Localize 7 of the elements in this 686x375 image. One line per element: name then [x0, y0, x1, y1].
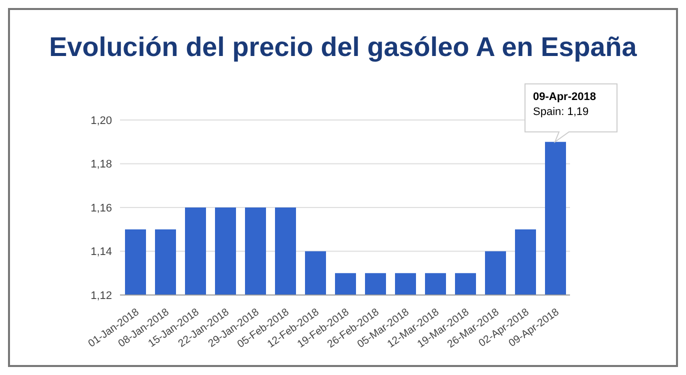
y-tick-label: 1,14 [90, 246, 112, 258]
chart-title: Evolución del precio del gasóleo A en España [48, 32, 638, 63]
tooltip-callout: 09-Apr-2018 Spain: 1,19 [524, 83, 618, 144]
y-tick-label: 1,18 [90, 158, 112, 171]
y-tick-label: 1,12 [90, 290, 112, 302]
y-tick-label: 1,16 [90, 202, 112, 214]
y-tick-label: 1,20 [90, 114, 112, 127]
